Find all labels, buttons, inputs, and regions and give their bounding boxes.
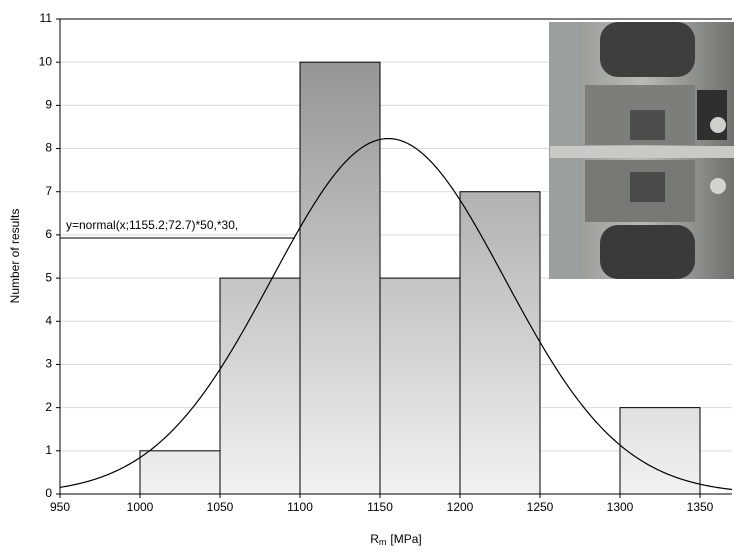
bars <box>59 61 733 495</box>
annotation: y=normal(x;1155.2;72.7)*50,*30, <box>66 218 238 232</box>
y-tick-label: 5 <box>45 270 52 284</box>
y-tick-label: 11 <box>40 11 53 25</box>
bar <box>299 61 381 495</box>
axes: 0 1 2 3 4 5 6 7 8 9 10 11 950 1000 1050 1100 1150 1200 125… <box>39 11 732 514</box>
y-tick-label: 4 <box>45 313 52 327</box>
y-tick-label: 10 <box>39 54 53 68</box>
photo-part <box>600 22 695 77</box>
x-axis-label: Rm [MPa] <box>370 532 422 547</box>
photo-part <box>550 146 734 158</box>
y-tick-label: 3 <box>45 357 52 371</box>
photo-part <box>710 117 726 133</box>
x-label-subscript: m <box>379 537 387 547</box>
photo-part <box>630 172 665 202</box>
x-tick-label: 1050 <box>207 500 234 514</box>
photo-part <box>630 110 665 140</box>
x-tick-label: 1000 <box>127 500 154 514</box>
y-tick-label: 8 <box>45 141 52 155</box>
y-tick-label: 9 <box>45 98 52 112</box>
x-tick-label: 1200 <box>447 500 474 514</box>
photo-inset <box>549 22 734 279</box>
bar <box>219 277 301 495</box>
bar <box>379 277 461 495</box>
x-tick-label: 1300 <box>607 500 634 514</box>
y-tick-label: 1 <box>45 443 52 457</box>
y-tick-label: 0 <box>45 486 52 500</box>
y-axis-label: Number of results <box>8 209 22 304</box>
x-tick-label: 1100 <box>287 500 313 514</box>
bar <box>139 450 221 495</box>
x-tick-label: 1350 <box>687 500 714 514</box>
x-tick-label: 950 <box>50 500 70 514</box>
bar <box>459 191 541 495</box>
normal-curve <box>59 137 733 491</box>
x-tick-label: 1150 <box>367 500 393 514</box>
photo-part <box>697 90 727 140</box>
photo-part <box>600 225 695 279</box>
y-tick-label: 2 <box>45 400 52 414</box>
x-label-part: [MPa] <box>390 532 421 546</box>
photo-part <box>710 178 726 194</box>
x-tick-label: 1250 <box>527 500 554 514</box>
y-tick-label: 6 <box>45 227 52 241</box>
y-tick-label: 7 <box>45 184 52 198</box>
x-label-part: R <box>370 532 379 546</box>
